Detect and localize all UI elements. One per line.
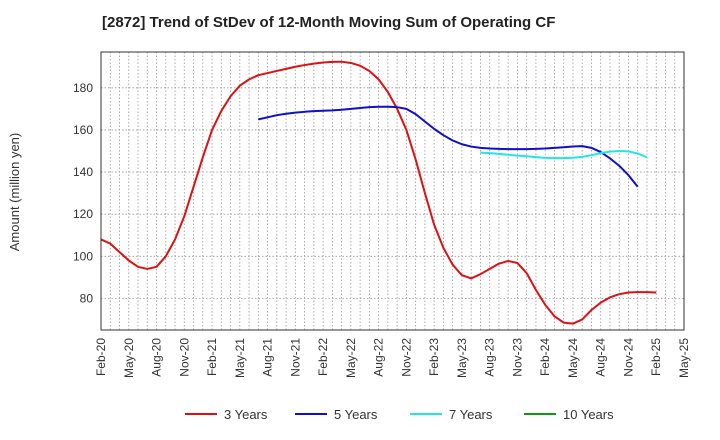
y-tick-label: 160 <box>73 123 93 137</box>
x-tick-label: Aug-24 <box>594 338 608 377</box>
x-tick-label: Feb-21 <box>205 338 219 376</box>
y-tick-label: 80 <box>80 291 94 305</box>
x-tick-label: May-21 <box>233 338 247 378</box>
x-tick-label: Feb-23 <box>427 338 441 376</box>
x-tick-labels: Feb-20 May-20 Aug-20 Nov-20 Feb-21 May-21 Aug-… <box>94 338 691 378</box>
x-tick-label: May-24 <box>566 338 580 378</box>
y-tick-label: 140 <box>73 165 93 179</box>
x-tick-label: Nov-20 <box>177 338 191 377</box>
y-tick-labels: 80 100 120 140 160 180 <box>73 81 93 306</box>
grid <box>101 52 684 330</box>
x-tick-label: May-22 <box>344 338 358 378</box>
series-line <box>100 60 657 325</box>
x-tick-label: Aug-21 <box>261 338 275 377</box>
series-line <box>258 105 639 188</box>
x-tick-label: Aug-20 <box>150 338 164 377</box>
y-tick-label: 180 <box>73 81 93 95</box>
x-tick-label: Aug-22 <box>372 338 386 377</box>
legend-label: 7 Years <box>449 407 493 422</box>
series-line <box>480 149 648 160</box>
x-tick-label: Aug-23 <box>483 338 497 377</box>
x-tick-label: Feb-20 <box>94 338 108 376</box>
legend-label: 10 Years <box>563 407 614 422</box>
series-lines <box>100 60 657 325</box>
y-tick-label: 100 <box>73 249 93 263</box>
x-tick-label: May-23 <box>455 338 469 378</box>
y-tick-label: 120 <box>73 207 93 221</box>
chart-title: [2872] Trend of StDev of 12-Month Moving… <box>102 14 555 31</box>
x-tick-label: May-25 <box>677 338 691 378</box>
x-tick-label: Nov-22 <box>399 338 413 377</box>
x-tick-label: Feb-25 <box>649 338 663 376</box>
legend: 3 Years 5 Years 7 Years 10 Years <box>185 407 614 422</box>
x-tick-label: Nov-23 <box>510 338 524 377</box>
legend-label: 3 Years <box>224 407 268 422</box>
x-tick-label: Feb-24 <box>538 338 552 376</box>
x-tick-label: Nov-24 <box>621 338 635 377</box>
plot-frame <box>100 51 685 331</box>
x-tick-label: Feb-22 <box>316 338 330 376</box>
y-axis-label: Amount (million yen) <box>7 133 22 252</box>
x-tick-label: Nov-21 <box>288 338 302 377</box>
x-tick-label: May-20 <box>122 338 136 378</box>
legend-label: 5 Years <box>334 407 378 422</box>
